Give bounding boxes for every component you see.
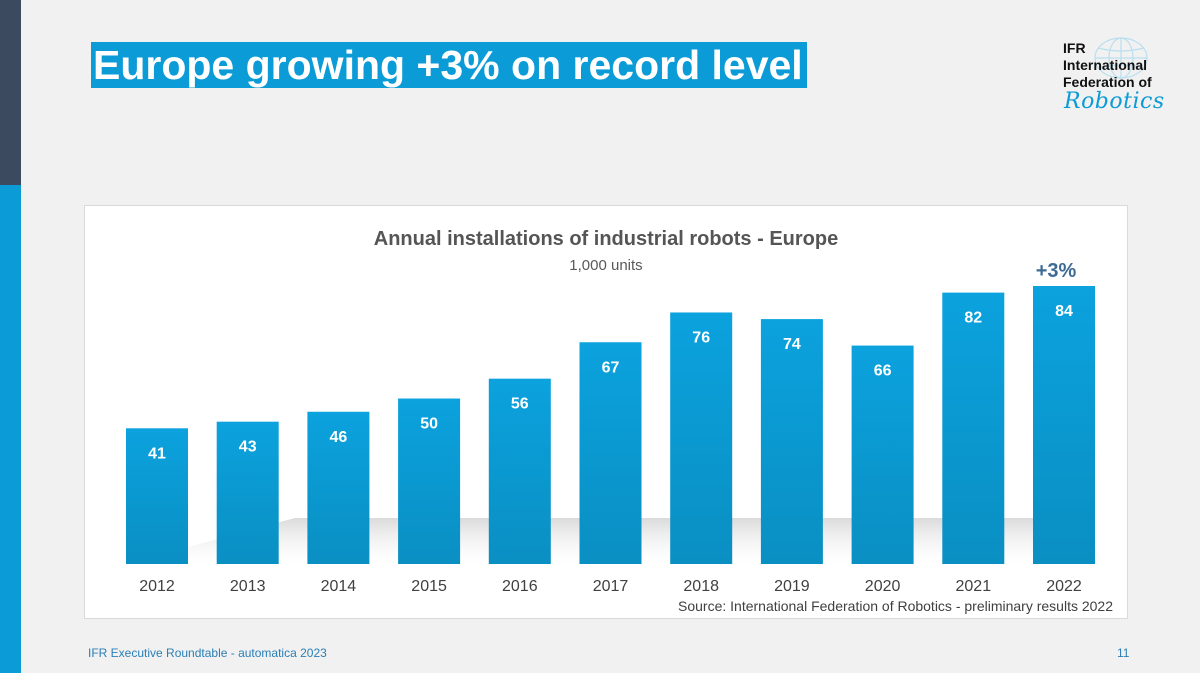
x-tick-label: 2018 (683, 578, 719, 595)
bar-labels-group: 41 43 46 50 56 67 76 74 66 82 84 (148, 303, 1073, 462)
chart-title: Annual installations of industrial robot… (374, 228, 838, 250)
bar-2013 (216, 421, 279, 564)
x-tick-label: 2017 (593, 578, 629, 595)
bar-2017 (579, 342, 642, 564)
bar-value-label: 76 (692, 329, 710, 346)
x-tick-label: 2013 (230, 578, 266, 595)
bar-2015 (398, 398, 461, 564)
footer-text: IFR Executive Roundtable - automatica 20… (88, 646, 327, 660)
ifr-logo: IFR International Federation of Robotics (1063, 37, 1173, 120)
x-tick-label: 2015 (411, 578, 447, 595)
bar-2016 (488, 378, 551, 564)
x-tick-label: 2019 (774, 578, 810, 595)
bar-value-label: 41 (148, 445, 166, 462)
chart-subtitle: 1,000 units (569, 257, 642, 274)
bar-value-label: 67 (602, 359, 620, 376)
sidebar-blue-stripe (0, 185, 21, 673)
bar-value-label: 43 (239, 439, 257, 456)
bar-2014 (307, 411, 370, 564)
growth-annotation: +3% (1036, 260, 1077, 282)
bar-value-label: 50 (420, 416, 438, 433)
bar-2022 (1033, 286, 1095, 564)
bars-group (126, 286, 1095, 564)
globe-icon (1094, 37, 1148, 79)
sidebar-dark-stripe (0, 0, 21, 185)
logo-line-ifr: IFR (1063, 40, 1086, 56)
bar-value-label: 74 (783, 336, 801, 353)
x-tick-label: 2022 (1046, 578, 1082, 595)
chart-source: Source: International Federation of Robo… (678, 598, 1113, 614)
bar-value-label: 66 (874, 363, 892, 380)
bar-value-label: 82 (964, 310, 982, 327)
bar-2018 (670, 312, 733, 564)
bar-value-label: 46 (330, 429, 348, 446)
logo-line-international: International (1063, 57, 1148, 73)
logo-script-robotics: Robotics (1064, 89, 1165, 114)
x-tick-label: 2012 (139, 578, 175, 595)
chart-frame: Annual installations of industrial robot… (84, 205, 1128, 619)
logo-line-federation: Federation of (1063, 74, 1152, 90)
bar-2012 (126, 428, 188, 564)
bar-2019 (760, 319, 823, 564)
x-tick-label: 2014 (321, 578, 357, 595)
x-ticks-group: 2012 2013 2014 2015 2016 2017 2018 2019 2020 2021… (139, 578, 1082, 595)
x-tick-label: 2021 (956, 578, 992, 595)
bar-value-label: 84 (1055, 303, 1073, 320)
page-title: Europe growing +3% on record level (91, 42, 807, 88)
bar-2020 (851, 345, 914, 564)
bar-2021 (942, 292, 1005, 564)
bar-value-label: 56 (511, 396, 529, 413)
page-number: 11 (1117, 646, 1130, 660)
x-tick-label: 2020 (865, 578, 901, 595)
bar-chart: Annual installations of industrial robot… (125, 228, 1113, 614)
x-tick-label: 2016 (502, 578, 538, 595)
